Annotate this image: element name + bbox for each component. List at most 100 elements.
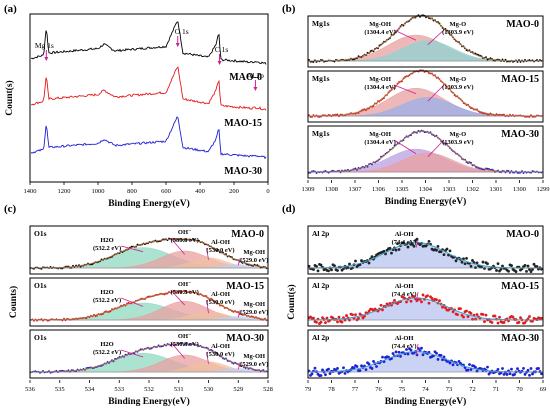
x-tick-label: 1307 [349,186,363,193]
data-point [451,363,455,367]
component-label: Mg-OH [243,301,265,308]
data-point [375,365,378,368]
data-point [462,315,465,319]
component-label: Mg-O [450,21,467,28]
subpanel-name: MAO-0 [506,19,539,30]
peak-arrowhead [217,61,222,65]
data-point [382,249,386,253]
label-arrow [415,343,419,356]
component-label: Mg-O [450,76,467,83]
data-point [321,368,324,372]
label-arrow [237,361,241,370]
data-point [405,300,408,304]
data-point [342,366,345,370]
data-point [436,357,440,361]
fit-envelope [31,290,267,321]
component-label: OH⁻ [178,229,192,236]
data-point [436,244,440,248]
data-point [535,265,539,268]
data-point [397,350,401,354]
data-point [406,352,410,356]
data-point [531,268,534,271]
data-point [354,313,357,316]
subpanel-frame [307,225,544,275]
label-arrow [120,245,144,253]
data-point [394,350,398,354]
data-point [451,310,455,314]
data-point [311,116,313,118]
x-tick-label: 531 [174,386,184,393]
data-point [475,261,479,265]
component-value: (530.0 eV) [206,351,234,358]
data-point [485,56,487,58]
data-point [435,351,438,355]
data-point [370,367,374,370]
data-point [357,316,360,320]
x-tick-label: 76 [375,386,382,393]
component-value: (1304.4 eV) [364,139,395,146]
data-point [475,313,479,316]
data-point [312,316,315,320]
component-label: H2O [100,237,113,244]
data-point [498,315,501,319]
data-point [516,61,519,63]
data-point [372,360,375,363]
label-arrow [415,291,419,303]
label-arrow [206,247,209,260]
x-axis-label: Binding Energy(eV) [108,198,190,209]
data-point [503,113,505,116]
data-point [519,61,522,63]
data-point [318,116,321,118]
data-point [340,320,344,324]
data-point [336,320,339,324]
data-point [409,299,413,303]
data-point [502,321,506,324]
data-point [493,314,497,318]
data-point [483,267,486,270]
data-point [430,297,434,300]
data-point [324,373,327,377]
data-point [540,316,543,320]
data-point [469,264,473,268]
data-point [513,373,516,376]
data-point [496,262,500,266]
data-point [391,352,395,355]
data-point [519,316,522,320]
component-label: OH⁻ [178,333,192,340]
x-tick-label: 1400 [24,188,37,195]
data-point [367,261,371,265]
data-point [328,372,332,376]
component-value: (529.0 eV) [240,361,268,368]
data-point [63,317,65,320]
data-point [324,321,327,324]
data-point [354,259,357,263]
component-peak [308,40,543,62]
data-point [351,313,354,317]
data-point [312,268,315,271]
data-point [469,368,473,371]
data-point [406,245,410,249]
data-point [462,257,465,261]
data-point [332,169,334,172]
data-point [466,315,470,318]
data-point [474,266,477,270]
data-point [313,366,317,370]
data-point [345,314,348,317]
label-arrow [393,84,417,95]
survey-series-line [30,21,267,65]
x-tick-label: 77 [352,386,359,393]
data-point [468,363,471,366]
data-point [528,116,531,118]
data-point [518,172,520,174]
data-point [508,372,512,376]
data-point [442,253,446,257]
panel-label: (d) [282,203,296,215]
y-axis-label: Count(s) [286,284,297,319]
data-point [363,314,366,318]
y-axis-label: Counts) [8,286,19,318]
data-point [488,168,490,170]
data-point [460,260,464,264]
label-arrow [393,139,417,155]
x-axis-label: Binding Energy(eV) [385,396,467,407]
panel-a-frame [29,13,269,183]
